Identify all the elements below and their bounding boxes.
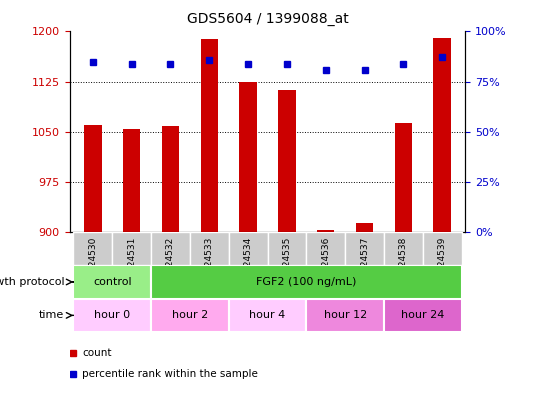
Bar xyxy=(239,82,257,232)
Text: hour 24: hour 24 xyxy=(401,310,445,320)
Text: GSM1224537: GSM1224537 xyxy=(360,237,369,297)
Bar xyxy=(345,232,384,265)
Bar xyxy=(190,232,228,265)
Bar xyxy=(423,232,462,265)
Text: GSM1224535: GSM1224535 xyxy=(282,237,292,297)
Text: GDS5604 / 1399088_at: GDS5604 / 1399088_at xyxy=(187,12,348,26)
Text: GSM1224536: GSM1224536 xyxy=(321,237,330,297)
Bar xyxy=(84,125,102,232)
Text: time: time xyxy=(39,310,64,320)
Bar xyxy=(151,299,228,332)
Bar xyxy=(151,265,462,299)
Bar xyxy=(228,299,307,332)
Bar xyxy=(228,232,268,265)
Text: GSM1224538: GSM1224538 xyxy=(399,237,408,297)
Bar xyxy=(123,129,140,232)
Text: control: control xyxy=(93,277,132,287)
Text: hour 4: hour 4 xyxy=(249,310,286,320)
Bar xyxy=(307,232,345,265)
Text: count: count xyxy=(82,348,112,358)
Bar xyxy=(151,232,190,265)
Text: hour 2: hour 2 xyxy=(172,310,208,320)
Text: hour 12: hour 12 xyxy=(324,310,367,320)
Bar xyxy=(112,232,151,265)
Bar xyxy=(356,223,373,232)
Text: GSM1224533: GSM1224533 xyxy=(205,237,214,297)
Bar xyxy=(278,90,296,232)
Text: GSM1224532: GSM1224532 xyxy=(166,237,175,297)
Bar xyxy=(433,38,451,232)
Bar xyxy=(162,126,179,232)
Bar xyxy=(201,39,218,232)
Bar xyxy=(307,299,384,332)
Text: hour 0: hour 0 xyxy=(94,310,131,320)
Bar xyxy=(268,232,307,265)
Bar xyxy=(384,232,423,265)
Bar xyxy=(73,232,112,265)
Text: GSM1224534: GSM1224534 xyxy=(243,237,253,297)
Bar xyxy=(384,299,462,332)
Bar xyxy=(73,265,151,299)
Text: GSM1224539: GSM1224539 xyxy=(438,237,447,297)
Text: percentile rank within the sample: percentile rank within the sample xyxy=(82,369,258,379)
Text: growth protocol: growth protocol xyxy=(0,277,64,287)
Text: GSM1224530: GSM1224530 xyxy=(88,237,97,297)
Text: GSM1224531: GSM1224531 xyxy=(127,237,136,297)
Bar xyxy=(395,123,412,232)
Bar xyxy=(73,299,151,332)
Text: FGF2 (100 ng/mL): FGF2 (100 ng/mL) xyxy=(256,277,356,287)
Bar xyxy=(317,230,334,232)
